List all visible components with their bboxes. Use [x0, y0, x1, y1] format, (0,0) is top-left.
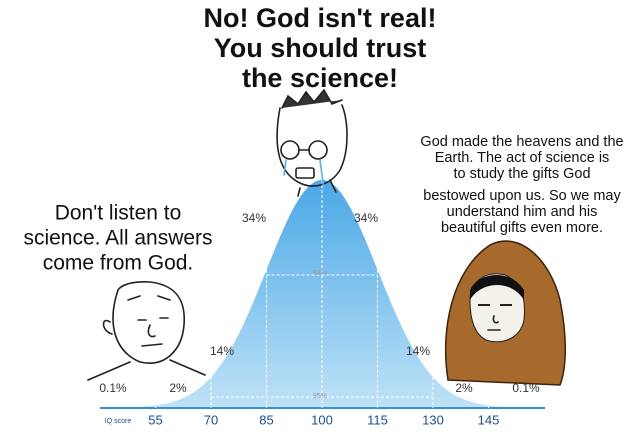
- right-text-line: God made the heavens and the: [420, 134, 623, 150]
- pct-label: 2%: [455, 381, 473, 395]
- axis-tick-label: 130: [422, 412, 444, 427]
- curve-area: [100, 180, 545, 408]
- axis-tick-label: 85: [259, 412, 273, 427]
- axis-tick-label: 145: [478, 412, 500, 427]
- right-text-line: to study the gifts God: [453, 166, 590, 182]
- axis-label: IQ score: [105, 418, 132, 425]
- axis-tick-label: 115: [367, 412, 388, 427]
- axis-tick-label: 100: [311, 412, 333, 427]
- pct-label: 14%: [210, 344, 234, 358]
- axis-tick-label: 55: [148, 412, 162, 427]
- title-line: the science!: [242, 63, 398, 93]
- crying-face: [276, 88, 348, 197]
- calm-face: [87, 281, 206, 381]
- title-line: No! God isn't real!: [204, 3, 437, 33]
- right-text-line: Earth. The act of science is: [435, 150, 610, 166]
- left-text-line: Don't listen to: [55, 202, 182, 225]
- pct-label: 0.1%: [512, 381, 540, 395]
- pct-label: 2%: [169, 381, 187, 395]
- pct-label: 0.1%: [99, 381, 127, 395]
- pct-label: 14%: [406, 344, 430, 358]
- pct-label: 34%: [354, 211, 378, 225]
- pct-label: 34%: [242, 211, 266, 225]
- hooded-figure: [444, 240, 566, 386]
- left-text-line: come from God.: [43, 252, 194, 275]
- axis-tick-label: 70: [204, 412, 218, 427]
- right-text-line: bestowed upon us. So we may: [423, 188, 621, 204]
- right-text-line: understand him and his: [447, 204, 598, 220]
- pct-label: 68%: [313, 270, 327, 277]
- title-line: You should trust: [214, 33, 426, 63]
- left-text-line: science. All answers: [23, 227, 212, 250]
- right-text-line: beautiful gifts even more.: [441, 220, 603, 236]
- bell-curve: [100, 180, 545, 409]
- axis-ticks: 55 70 85 100 115 130 145: [148, 412, 499, 427]
- pct-label: 95%: [313, 393, 327, 400]
